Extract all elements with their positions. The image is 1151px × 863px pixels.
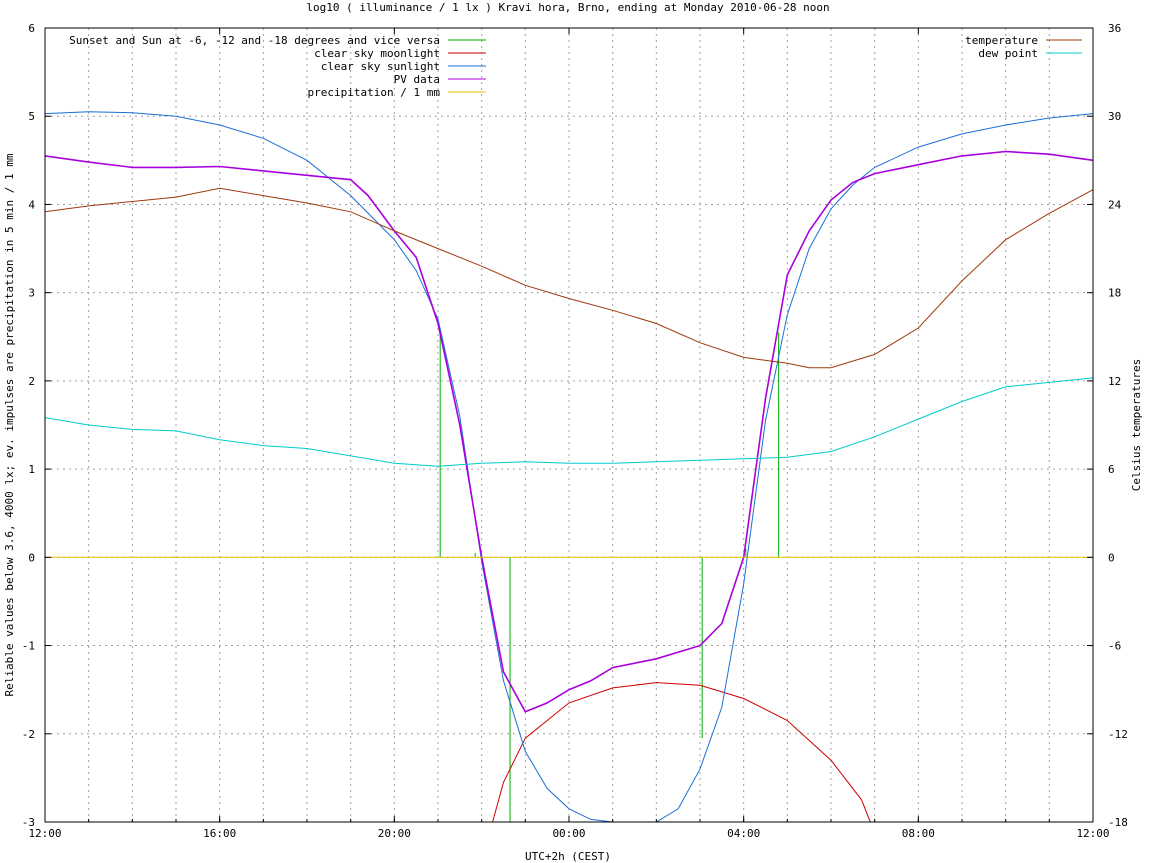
legend-label: precipitation / 1 mm bbox=[308, 86, 441, 99]
pv-data-line bbox=[45, 150, 1093, 713]
y-tick-label-left: 4 bbox=[28, 198, 35, 211]
x-tick-label: 12:00 bbox=[28, 827, 61, 840]
dew-point-line bbox=[45, 377, 1093, 467]
y-tick-label-right: -18 bbox=[1108, 816, 1128, 829]
y-tick-label-right: 12 bbox=[1108, 375, 1121, 388]
y-tick-label-right: -6 bbox=[1108, 640, 1121, 653]
legend-label: dew point bbox=[978, 47, 1038, 60]
x-tick-label: 12:00 bbox=[1076, 827, 1109, 840]
x-tick-label: 16:00 bbox=[203, 827, 236, 840]
x-tick-label: 04:00 bbox=[727, 827, 760, 840]
legend-label: clear sky sunlight bbox=[321, 60, 440, 73]
x-tick-label: 08:00 bbox=[902, 827, 935, 840]
y-axis-label-left: Reliable values below 3.6, 4000 lx; ev. … bbox=[3, 153, 16, 696]
x-axis-label: UTC+2h (CEST) bbox=[525, 850, 611, 863]
moonlight-line bbox=[492, 682, 871, 822]
legend-label: Sunset and Sun at -6, -12 and -18 degree… bbox=[69, 34, 440, 47]
y-tick-label-right: 30 bbox=[1108, 110, 1121, 123]
y-tick-label-right: 6 bbox=[1108, 463, 1115, 476]
y-tick-label-left: -1 bbox=[22, 640, 35, 653]
y-tick-label-left: -3 bbox=[22, 816, 35, 829]
temperature-line bbox=[45, 187, 1093, 369]
y-tick-label-right: 24 bbox=[1108, 198, 1122, 211]
y-tick-label-left: -2 bbox=[22, 728, 35, 741]
legend-label: clear sky moonlight bbox=[314, 47, 440, 60]
y-axis-label-right: Celsius temperatures bbox=[1130, 359, 1143, 491]
legend-label: temperature bbox=[965, 34, 1038, 47]
y-tick-label-right: 0 bbox=[1108, 551, 1115, 564]
y-tick-label-left: 5 bbox=[28, 110, 35, 123]
y-tick-label-left: 6 bbox=[28, 22, 35, 35]
y-tick-label-left: 3 bbox=[28, 287, 35, 300]
y-tick-label-right: 18 bbox=[1108, 287, 1121, 300]
x-tick-label: 20:00 bbox=[378, 827, 411, 840]
legend-left: Sunset and Sun at -6, -12 and -18 degree… bbox=[69, 34, 486, 99]
x-tick-label: 00:00 bbox=[552, 827, 585, 840]
y-tick-label-right: 36 bbox=[1108, 22, 1121, 35]
y-tick-label-left: 2 bbox=[28, 375, 35, 388]
y-tick-label-left: 1 bbox=[28, 463, 35, 476]
ticks: 12:00 16:00 20:00 00:00 04:00 08:00 12:00-3-2-… bbox=[22, 22, 1128, 840]
series-group bbox=[45, 111, 1093, 822]
legend-label: PV data bbox=[394, 73, 440, 86]
chart-title: log10 ( illuminance / 1 lx ) Kravi hora,… bbox=[306, 1, 829, 14]
y-tick-label-left: 0 bbox=[28, 551, 35, 564]
y-tick-label-right: -12 bbox=[1108, 728, 1128, 741]
